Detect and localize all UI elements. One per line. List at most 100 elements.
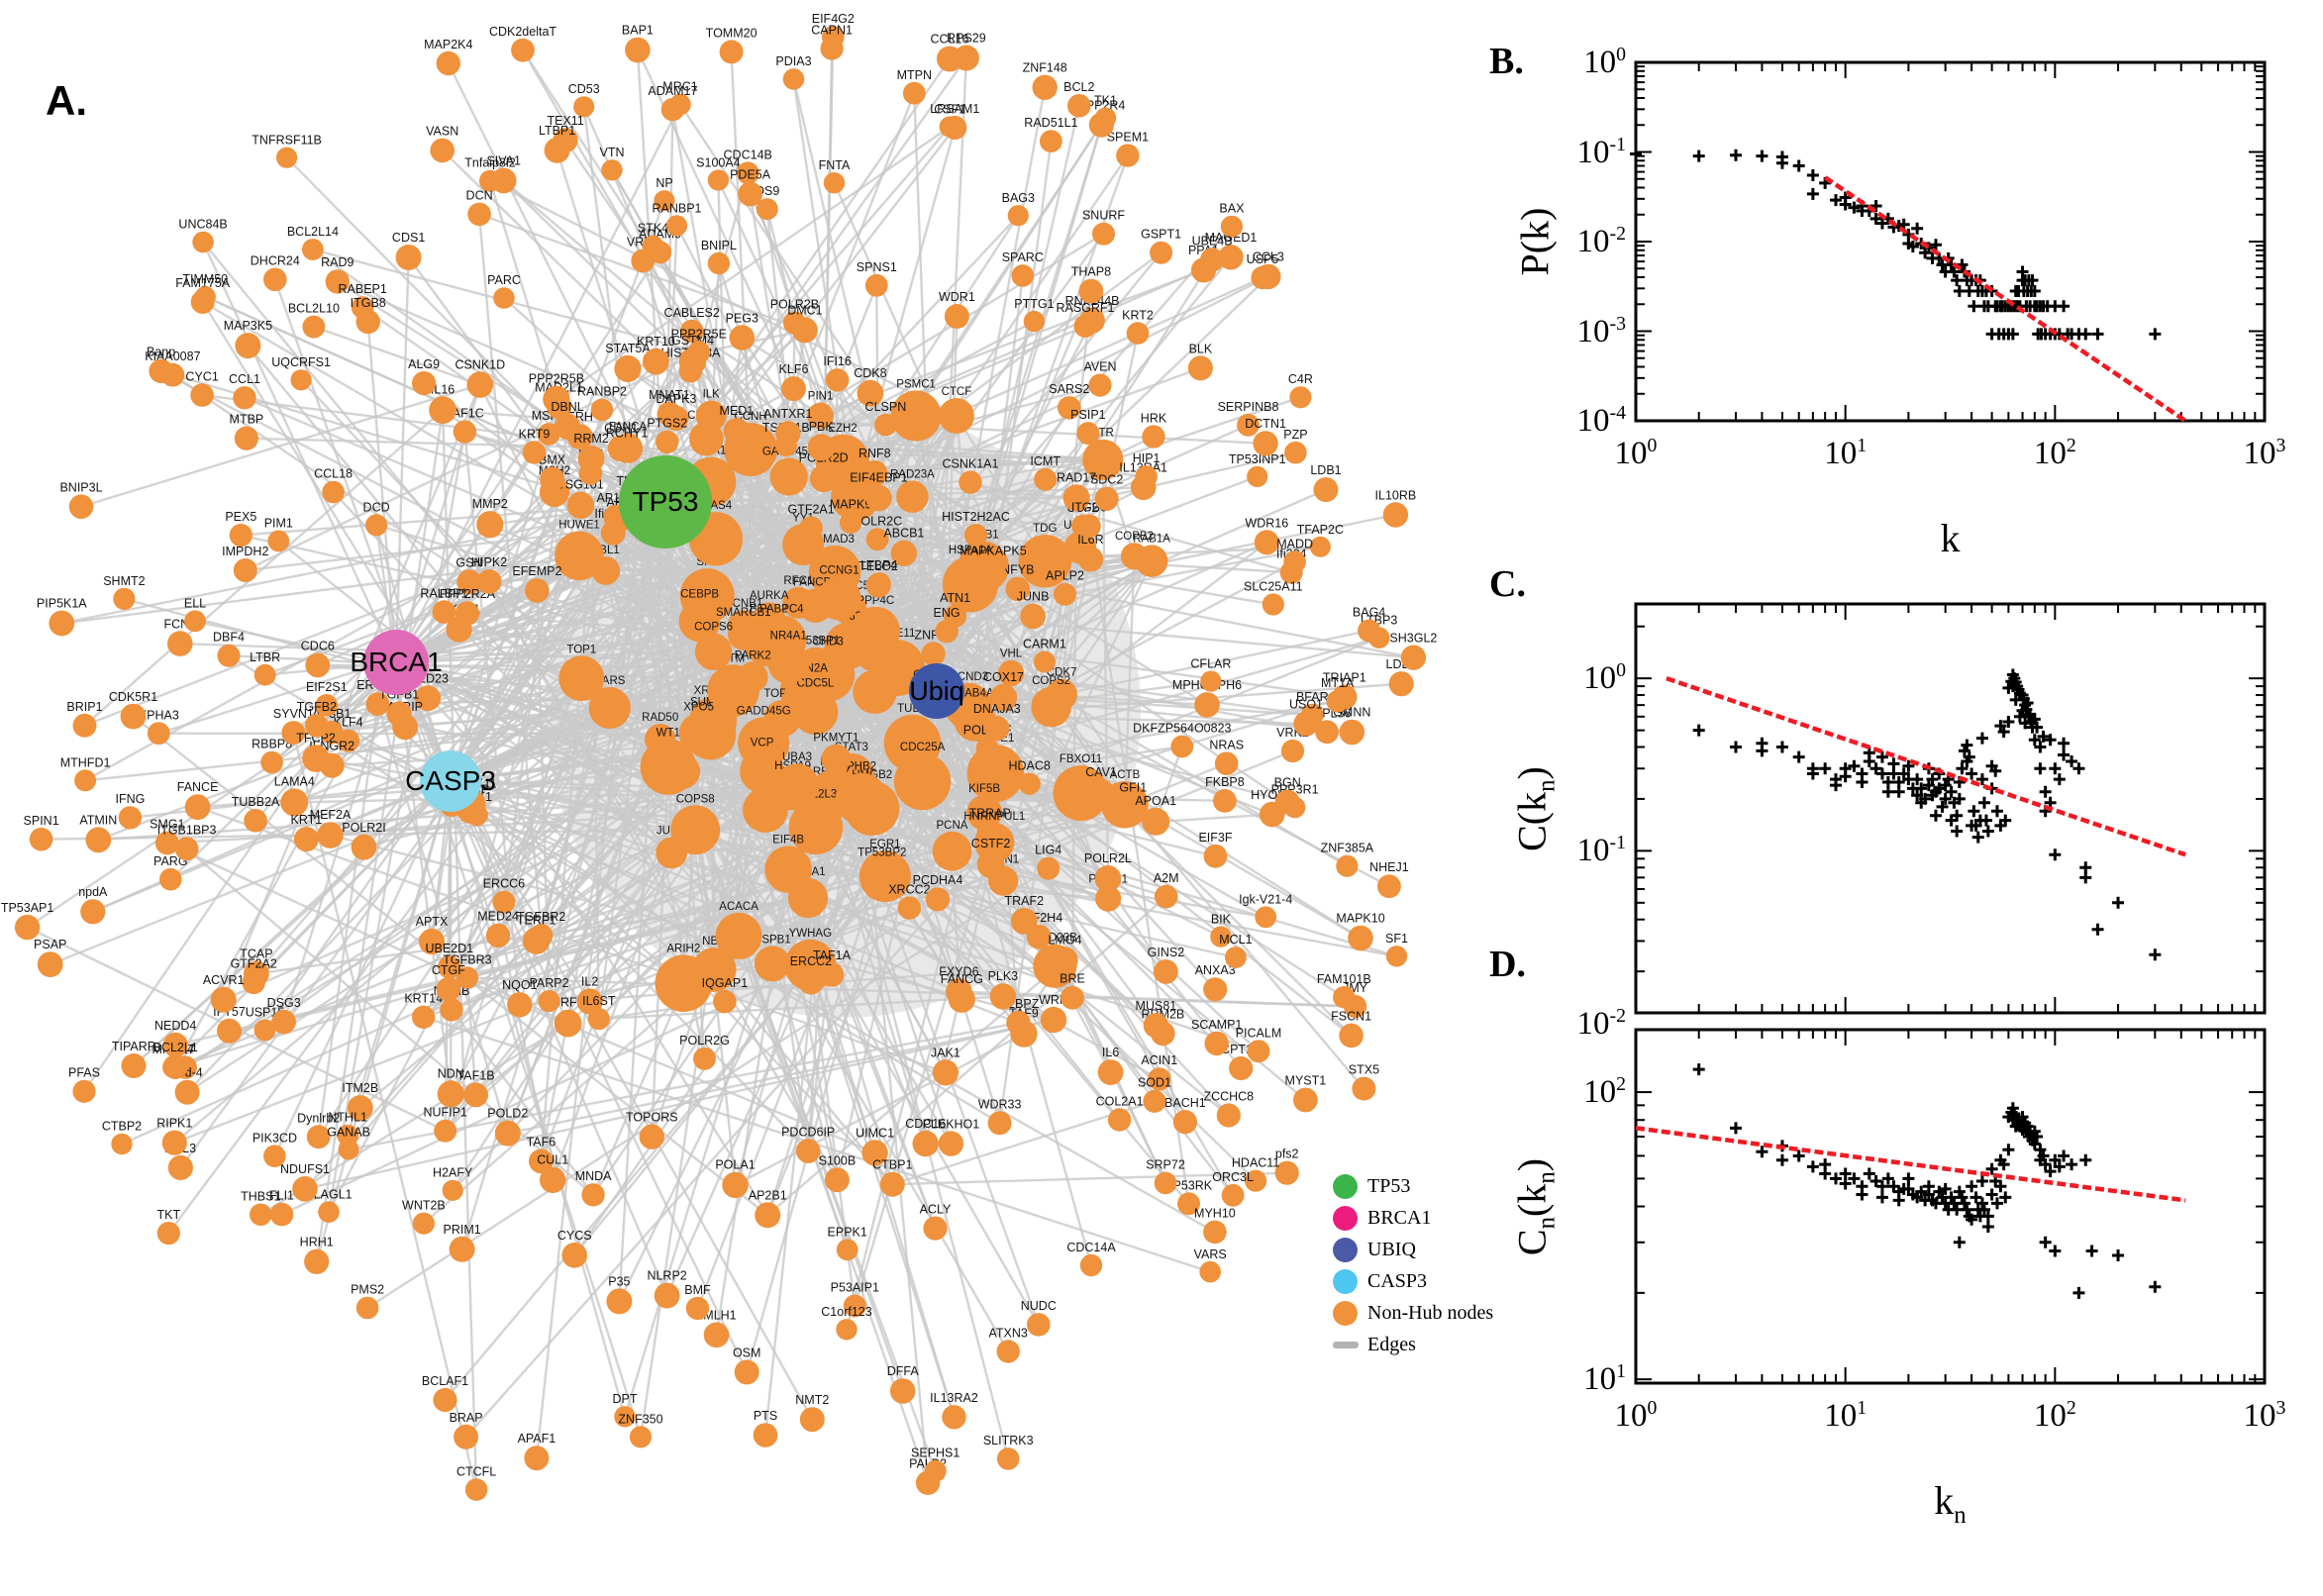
network-node	[1135, 465, 1158, 488]
network-node-label: FBXO11	[1060, 753, 1102, 765]
network-node	[167, 1154, 193, 1180]
network-node	[588, 686, 631, 730]
network-node	[924, 1459, 947, 1482]
network-node-label: SMG1	[150, 818, 184, 832]
network-node	[1293, 1087, 1318, 1113]
data-point	[2053, 773, 2066, 786]
network-node-label: RBBP8	[252, 738, 292, 751]
network-node-label: NR4A1	[770, 631, 807, 643]
plot-frame	[1634, 1028, 2267, 1385]
network-node-label: NEDD4	[154, 1019, 196, 1033]
network-node	[111, 1133, 133, 1155]
network-node	[839, 511, 862, 534]
data-point	[1963, 750, 1975, 763]
data-point	[2112, 1249, 2125, 1262]
network-node	[655, 954, 713, 1013]
network-node	[959, 470, 982, 494]
network-node	[1088, 373, 1112, 397]
data-point	[1792, 1149, 1805, 1162]
data-point	[1856, 1188, 1868, 1201]
data-point	[1968, 300, 1980, 313]
network-node-label: AVEN	[1083, 360, 1116, 374]
network-node	[738, 181, 762, 207]
network-node-label: MTBP	[230, 413, 264, 427]
network-node	[494, 1120, 521, 1147]
data-point	[2028, 734, 2041, 747]
network-node-label: ARIH2	[666, 944, 700, 955]
network-node-label: TAF1B	[457, 1068, 495, 1082]
network-node-label: CTCFL	[456, 1464, 496, 1478]
data-point	[1829, 1172, 1842, 1185]
network-node	[436, 50, 460, 76]
network-node	[49, 610, 75, 637]
data-point	[1968, 805, 1980, 818]
network-node	[304, 1248, 330, 1274]
network-node-label: DMC1	[787, 304, 822, 318]
network-node-label: CDC6	[301, 640, 335, 653]
data-point	[2058, 737, 2070, 749]
data-point	[1961, 739, 1973, 751]
network-node	[476, 569, 502, 594]
network-node	[997, 659, 1025, 687]
network-node	[325, 269, 350, 294]
network-node	[1315, 720, 1339, 745]
network-node	[775, 763, 819, 808]
data-point	[1756, 745, 1768, 757]
network-node	[980, 557, 1006, 583]
network-node	[217, 644, 241, 667]
hub-node-label: Ubiq	[909, 676, 964, 706]
network-node	[587, 1008, 610, 1031]
network-node	[615, 440, 639, 463]
data-point	[1939, 779, 1952, 792]
network-node	[1200, 670, 1222, 692]
network-node	[715, 912, 762, 959]
network-node	[1033, 650, 1056, 673]
data-point	[1966, 767, 1978, 780]
network-node	[1031, 686, 1071, 728]
network-node-label: GTF2A2	[231, 957, 277, 971]
network-node-label: PIP5K1A	[37, 597, 87, 611]
network-node	[912, 1130, 939, 1157]
network-node	[601, 159, 623, 181]
network-node	[799, 1407, 825, 1433]
network-edge	[675, 225, 996, 844]
network-node-label: PLK3	[988, 969, 1019, 983]
network-edge	[746, 690, 939, 1373]
network-node-label: S100B	[819, 1153, 857, 1167]
network-node	[437, 1080, 464, 1108]
network-node	[843, 1294, 866, 1318]
network-node-label: MUS81	[1136, 999, 1177, 1013]
network-node-label: KRT14	[404, 992, 443, 1006]
network-node	[864, 273, 888, 297]
network-node-label: PICALM	[1236, 1026, 1282, 1040]
network-edge	[959, 990, 1356, 1008]
y-tick-label: 10-2	[1576, 1004, 1626, 1042]
data-point	[1922, 779, 1935, 792]
network-node-label: ANXA3	[1195, 963, 1236, 977]
data-point	[1692, 1063, 1705, 1076]
network-node-label: TRRAP	[969, 806, 1011, 820]
network-node-label: NQO1	[502, 978, 537, 992]
network-node-label: POLR2C	[853, 514, 902, 528]
network-node	[576, 988, 603, 1015]
network-node-label: CTCF	[942, 386, 972, 398]
network-node	[280, 788, 309, 817]
network-node-label: ZCCHC8	[1203, 1089, 1254, 1103]
network-node	[147, 722, 170, 746]
network-node-label: SPIN1	[24, 814, 59, 828]
network-node	[590, 398, 614, 422]
network-edge	[83, 398, 557, 1092]
network-node	[1126, 322, 1150, 345]
network-node	[1058, 396, 1081, 420]
network-node	[1253, 431, 1278, 456]
network-node	[643, 348, 669, 375]
network-node-label: BRIP1	[66, 700, 102, 714]
network-node	[944, 304, 969, 329]
legend-dot-icon	[1333, 1237, 1358, 1262]
network-node-label: YWHAG	[789, 928, 833, 940]
network-node	[72, 1079, 96, 1103]
network-node	[729, 325, 756, 350]
network-node-label: JAK1	[931, 1046, 960, 1059]
panel-d-label: D.	[1489, 944, 1526, 985]
data-point	[2044, 734, 2057, 747]
